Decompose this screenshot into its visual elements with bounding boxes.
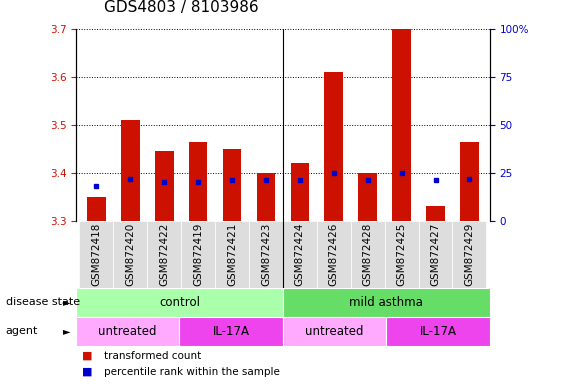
Bar bbox=[283, 288, 490, 317]
Bar bbox=[324, 72, 343, 221]
Text: IL-17A: IL-17A bbox=[419, 325, 457, 338]
Text: GDS4803 / 8103986: GDS4803 / 8103986 bbox=[104, 0, 259, 15]
Text: control: control bbox=[159, 296, 200, 309]
Bar bbox=[76, 317, 180, 346]
Bar bbox=[87, 197, 106, 221]
Bar bbox=[359, 173, 377, 221]
Bar bbox=[249, 221, 283, 288]
Text: untreated: untreated bbox=[305, 325, 364, 338]
Bar bbox=[76, 288, 283, 317]
Text: ■: ■ bbox=[82, 366, 92, 377]
Bar bbox=[351, 221, 385, 288]
Bar bbox=[79, 221, 113, 288]
Text: GSM872422: GSM872422 bbox=[159, 223, 169, 286]
Text: GSM872421: GSM872421 bbox=[227, 223, 237, 286]
Bar bbox=[223, 149, 242, 221]
Bar bbox=[121, 120, 140, 221]
Bar bbox=[283, 317, 386, 346]
Text: percentile rank within the sample: percentile rank within the sample bbox=[104, 366, 280, 377]
Text: GSM872418: GSM872418 bbox=[91, 223, 101, 286]
Text: GSM872429: GSM872429 bbox=[464, 223, 475, 286]
Text: ►: ► bbox=[63, 326, 70, 336]
Bar bbox=[385, 221, 418, 288]
Bar bbox=[283, 221, 317, 288]
Text: agent: agent bbox=[6, 326, 38, 336]
Bar bbox=[181, 221, 215, 288]
Text: untreated: untreated bbox=[99, 325, 157, 338]
Text: ■: ■ bbox=[82, 351, 92, 361]
Bar bbox=[386, 317, 490, 346]
Text: GSM872425: GSM872425 bbox=[396, 223, 406, 286]
Bar bbox=[215, 221, 249, 288]
Text: disease state: disease state bbox=[6, 297, 80, 308]
Bar bbox=[392, 29, 411, 221]
Bar bbox=[148, 221, 181, 288]
Bar bbox=[155, 151, 173, 221]
Bar bbox=[180, 317, 283, 346]
Bar bbox=[460, 142, 479, 221]
Text: GSM872419: GSM872419 bbox=[193, 223, 203, 286]
Text: ►: ► bbox=[63, 297, 70, 308]
Bar bbox=[426, 206, 445, 221]
Text: GSM872420: GSM872420 bbox=[126, 223, 135, 286]
Text: GSM872428: GSM872428 bbox=[363, 223, 373, 286]
Bar bbox=[189, 142, 207, 221]
Text: GSM872426: GSM872426 bbox=[329, 223, 339, 286]
Bar bbox=[317, 221, 351, 288]
Text: IL-17A: IL-17A bbox=[213, 325, 249, 338]
Text: GSM872427: GSM872427 bbox=[431, 223, 440, 286]
Bar bbox=[291, 163, 309, 221]
Bar bbox=[257, 173, 275, 221]
Bar bbox=[113, 221, 148, 288]
Text: GSM872423: GSM872423 bbox=[261, 223, 271, 286]
Text: GSM872424: GSM872424 bbox=[295, 223, 305, 286]
Text: mild asthma: mild asthma bbox=[350, 296, 423, 309]
Text: transformed count: transformed count bbox=[104, 351, 202, 361]
Bar bbox=[453, 221, 486, 288]
Bar bbox=[418, 221, 453, 288]
